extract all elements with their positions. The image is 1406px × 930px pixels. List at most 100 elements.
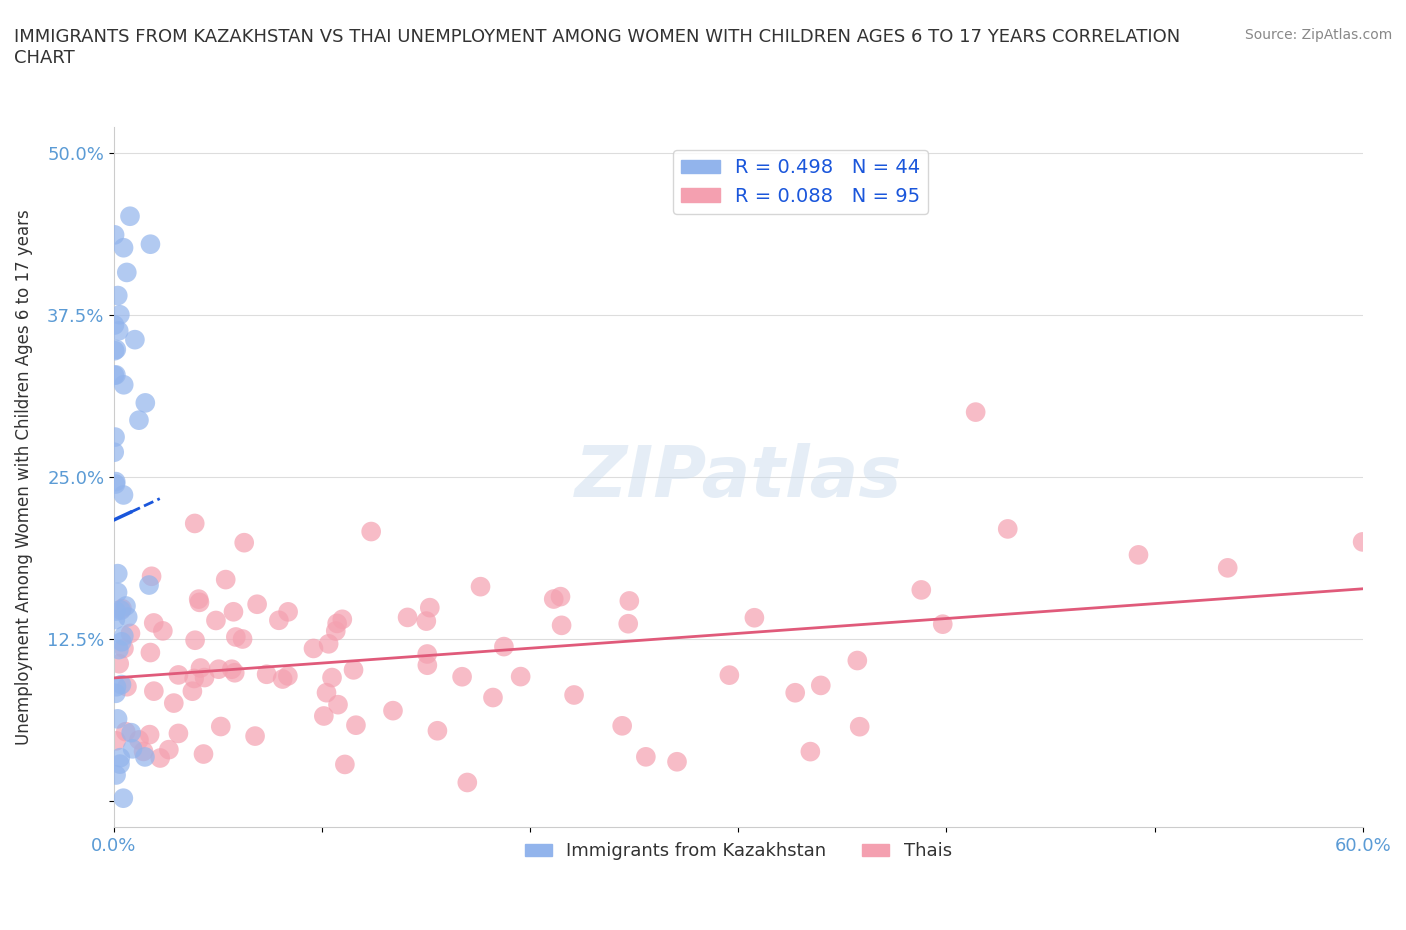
Point (470, 579, 492, 594)
Point (193, 671, 215, 685)
Point (104, 430, 127, 445)
Point (118, 209, 141, 224)
Y-axis label: Unemployment Among Women with Children Ages 6 to 17 years: Unemployment Among Women with Children A… (15, 209, 32, 745)
Point (325, 624, 347, 639)
Point (233, 536, 256, 551)
Point (111, 634, 134, 649)
Point (208, 662, 231, 677)
Point (932, 617, 955, 631)
Point (846, 653, 869, 668)
Point (104, 343, 127, 358)
Text: Source: ZipAtlas.com: Source: ZipAtlas.com (1244, 28, 1392, 42)
Point (163, 696, 186, 711)
Point (139, 237, 162, 252)
Point (224, 665, 246, 680)
Point (104, 228, 127, 243)
Point (103, 445, 125, 459)
Point (451, 670, 474, 684)
Point (167, 726, 190, 741)
Point (181, 684, 204, 698)
Point (326, 698, 349, 712)
Point (107, 288, 129, 303)
Point (105, 679, 128, 694)
Point (550, 590, 572, 604)
Point (246, 597, 269, 612)
Point (115, 265, 138, 280)
Point (785, 685, 807, 700)
Text: IMMIGRANTS FROM KAZAKHSTAN VS THAI UNEMPLOYMENT AMONG WOMEN WITH CHILDREN AGES 6: IMMIGRANTS FROM KAZAKHSTAN VS THAI UNEMP… (14, 28, 1180, 67)
Point (104, 685, 127, 700)
Point (426, 724, 449, 738)
Point (416, 646, 439, 661)
Point (142, 616, 165, 631)
Point (1128, 548, 1150, 563)
Point (225, 630, 247, 644)
Point (1351, 535, 1374, 550)
Point (848, 719, 870, 734)
Point (344, 718, 367, 733)
Point (107, 566, 129, 581)
Point (492, 639, 515, 654)
Point (910, 582, 932, 597)
Point (141, 569, 163, 584)
Point (360, 525, 382, 539)
Point (108, 307, 131, 322)
Point (183, 671, 205, 686)
Point (302, 641, 325, 656)
Point (415, 614, 437, 629)
Point (543, 591, 565, 606)
Point (108, 643, 131, 658)
Point (138, 578, 160, 592)
Point (382, 703, 405, 718)
Point (152, 623, 174, 638)
Point (419, 600, 441, 615)
Point (167, 668, 190, 683)
Point (128, 413, 150, 428)
Point (117, 609, 139, 624)
Legend: Immigrants from Kazakhstan, Thais: Immigrants from Kazakhstan, Thais (517, 835, 959, 868)
Point (105, 767, 128, 782)
Point (142, 684, 165, 698)
Point (318, 636, 340, 651)
Point (321, 671, 343, 685)
Point (103, 367, 125, 382)
Point (112, 629, 135, 644)
Point (110, 677, 132, 692)
Point (187, 591, 209, 606)
Point (509, 670, 531, 684)
Point (205, 613, 228, 628)
Point (188, 595, 211, 610)
Point (184, 516, 207, 531)
Point (330, 612, 353, 627)
Point (326, 616, 349, 631)
Point (997, 522, 1019, 537)
Point (190, 660, 212, 675)
Point (810, 678, 832, 693)
Point (104, 474, 127, 489)
Point (104, 612, 127, 627)
Point (121, 741, 143, 756)
Point (612, 718, 634, 733)
Point (112, 790, 135, 805)
Point (112, 378, 135, 392)
Point (124, 332, 146, 347)
Point (149, 751, 172, 765)
Point (243, 728, 266, 743)
Text: ZIPatlas: ZIPatlas (575, 443, 903, 512)
Point (112, 487, 135, 502)
Point (666, 754, 689, 769)
Point (634, 750, 657, 764)
Point (105, 342, 128, 357)
Point (104, 476, 127, 491)
Point (333, 757, 356, 772)
Point (267, 613, 290, 628)
Point (132, 744, 155, 759)
Point (134, 395, 156, 410)
Point (416, 658, 439, 672)
Point (105, 734, 128, 749)
Point (562, 687, 585, 702)
Point (221, 662, 243, 677)
Point (108, 657, 131, 671)
Point (232, 631, 254, 646)
Point (277, 604, 299, 619)
